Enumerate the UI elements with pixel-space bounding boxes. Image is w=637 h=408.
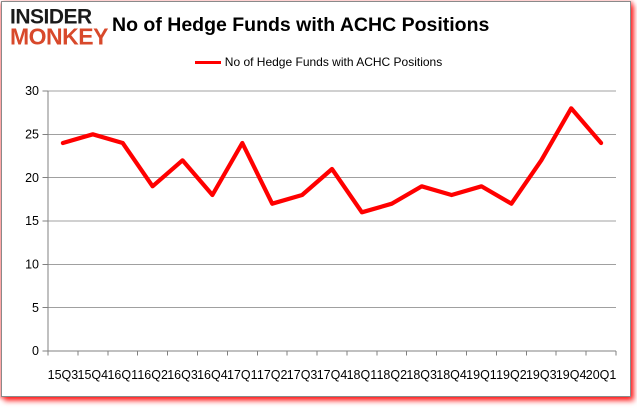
svg-text:0: 0 <box>32 344 39 358</box>
svg-text:16Q1: 16Q1 <box>107 368 138 382</box>
svg-text:18Q1: 18Q1 <box>347 368 378 382</box>
svg-text:15Q4: 15Q4 <box>78 368 109 382</box>
svg-text:30: 30 <box>25 84 39 98</box>
svg-text:19Q3: 19Q3 <box>526 368 557 382</box>
svg-text:18Q2: 18Q2 <box>376 368 407 382</box>
svg-text:17Q3: 17Q3 <box>287 368 318 382</box>
svg-text:18Q3: 18Q3 <box>406 368 437 382</box>
series-line <box>60 106 604 215</box>
svg-text:16Q3: 16Q3 <box>167 368 198 382</box>
svg-text:16Q4: 16Q4 <box>197 368 228 382</box>
x-axis-ticks <box>47 351 617 356</box>
axes <box>47 91 616 352</box>
legend: No of Hedge Funds with ACHC Positions <box>0 55 637 69</box>
svg-text:16Q2: 16Q2 <box>137 368 168 382</box>
svg-text:19Q1: 19Q1 <box>466 368 497 382</box>
svg-text:17Q1: 17Q1 <box>227 368 258 382</box>
svg-text:5: 5 <box>32 301 39 315</box>
y-axis-labels: 0 5 10 15 20 25 30 <box>25 84 39 358</box>
logo-text-insider: INSIDER <box>10 4 92 29</box>
svg-text:15Q3: 15Q3 <box>48 368 79 382</box>
svg-text:18Q4: 18Q4 <box>436 368 467 382</box>
y-axis-ticks <box>42 90 48 352</box>
svg-text:17Q4: 17Q4 <box>317 368 348 382</box>
gridlines <box>48 90 616 309</box>
insider-monkey-logo: INSIDER MONKEY <box>10 4 108 50</box>
legend-label: No of Hedge Funds with ACHC Positions <box>224 55 443 69</box>
svg-text:19Q4: 19Q4 <box>556 368 587 382</box>
logo-text-monkey: MONKEY <box>10 23 108 50</box>
legend-line-swatch <box>194 60 221 64</box>
svg-text:20Q1: 20Q1 <box>586 368 617 382</box>
svg-text:19Q2: 19Q2 <box>496 368 527 382</box>
svg-text:20: 20 <box>25 171 39 185</box>
svg-text:25: 25 <box>25 128 39 142</box>
svg-text:15: 15 <box>25 214 39 228</box>
panel-border <box>1 1 631 397</box>
svg-text:17Q2: 17Q2 <box>257 368 288 382</box>
x-axis-labels: 15Q3 15Q4 16Q1 16Q2 16Q3 16Q4 17Q1 17Q2 17Q3 17Q4… <box>48 368 617 382</box>
chart-title: No of Hedge Funds with ACHC Positions <box>112 14 490 36</box>
svg-text:10: 10 <box>25 258 39 272</box>
